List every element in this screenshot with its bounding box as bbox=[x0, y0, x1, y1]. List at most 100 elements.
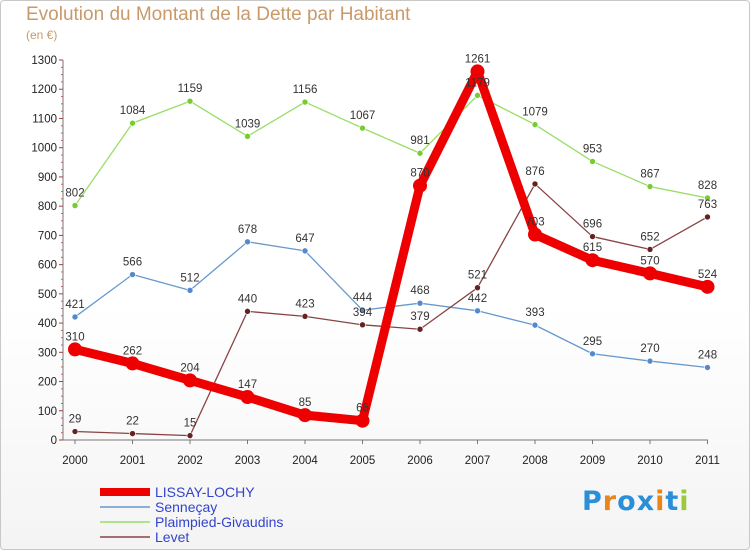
data-point bbox=[244, 238, 251, 246]
data-point bbox=[531, 121, 539, 128]
data-label: 981 bbox=[410, 135, 429, 147]
data-label: 270 bbox=[640, 343, 659, 355]
data-label: 1084 bbox=[120, 105, 146, 117]
data-point bbox=[474, 92, 481, 99]
data-point bbox=[301, 98, 309, 106]
data-label: 147 bbox=[238, 379, 257, 391]
data-label: 678 bbox=[238, 224, 257, 236]
y-tick-label: 300 bbox=[38, 347, 57, 359]
x-tick-label: 2002 bbox=[177, 455, 203, 467]
data-label: 393 bbox=[525, 307, 544, 319]
data-point bbox=[71, 313, 79, 321]
data-label: 1156 bbox=[293, 84, 318, 96]
data-label: 29 bbox=[69, 414, 82, 426]
data-label: 1261 bbox=[465, 53, 491, 65]
data-point bbox=[68, 342, 82, 357]
data-point bbox=[301, 313, 309, 320]
data-label: 570 bbox=[640, 255, 659, 267]
series-line bbox=[74, 94, 709, 207]
x-tick-label: 2009 bbox=[580, 455, 606, 467]
data-point bbox=[646, 183, 654, 190]
data-point bbox=[704, 194, 711, 202]
y-tick-label: 600 bbox=[38, 260, 57, 272]
data-label: 423 bbox=[295, 298, 314, 310]
data-label: 763 bbox=[698, 199, 717, 211]
data-label: 652 bbox=[640, 231, 659, 243]
data-label: 512 bbox=[180, 272, 199, 284]
data-point bbox=[528, 227, 542, 242]
data-point bbox=[474, 284, 481, 292]
data-point bbox=[359, 124, 366, 132]
data-label: 828 bbox=[698, 180, 717, 192]
data-point bbox=[244, 132, 251, 140]
legend-label: LISSAY-LOCHY bbox=[155, 484, 255, 500]
y-tick-label: 200 bbox=[38, 377, 57, 389]
data-point bbox=[589, 233, 596, 240]
data-label: 66 bbox=[356, 403, 369, 415]
data-point bbox=[125, 356, 140, 371]
data-point bbox=[71, 202, 79, 209]
y-tick-label: 900 bbox=[38, 172, 57, 184]
x-tick-label: 2008 bbox=[522, 455, 548, 467]
data-point bbox=[474, 307, 481, 315]
x-tick-label: 2000 bbox=[62, 455, 88, 467]
data-label: 379 bbox=[410, 311, 429, 323]
logo-letter: i bbox=[679, 486, 690, 517]
data-point bbox=[643, 266, 657, 281]
y-tick-label: 800 bbox=[38, 201, 57, 213]
legend-label: Senneçay bbox=[155, 499, 217, 515]
x-tick-label: 2011 bbox=[695, 455, 720, 467]
logo-letter: x bbox=[636, 486, 656, 517]
data-point bbox=[646, 357, 654, 365]
data-label: 248 bbox=[698, 350, 717, 362]
data-point bbox=[301, 247, 309, 255]
data-label: 566 bbox=[123, 257, 142, 269]
data-label: 295 bbox=[583, 336, 602, 348]
y-tick-label: 700 bbox=[38, 230, 57, 242]
data-label: 1159 bbox=[178, 83, 203, 95]
data-label: 953 bbox=[583, 143, 602, 155]
x-tick-label: 2006 bbox=[407, 455, 433, 467]
logo-letter: i bbox=[655, 486, 666, 517]
data-label: 22 bbox=[126, 416, 139, 428]
series-line bbox=[70, 66, 712, 426]
data-point bbox=[470, 64, 485, 79]
data-label: 703 bbox=[525, 217, 544, 229]
data-label: 394 bbox=[353, 307, 373, 319]
x-tick-label: 2003 bbox=[235, 455, 261, 467]
data-point bbox=[531, 321, 539, 329]
data-point bbox=[704, 364, 711, 371]
logo-letter: P bbox=[582, 486, 603, 517]
data-point bbox=[186, 97, 194, 105]
legend-label: Plaimpied-Givaudins bbox=[155, 514, 283, 530]
logo-letter: r bbox=[602, 486, 618, 517]
data-label: 310 bbox=[65, 331, 84, 343]
data-label: 802 bbox=[65, 188, 84, 200]
data-label: 867 bbox=[640, 169, 659, 181]
y-tick-label: 0 bbox=[51, 435, 57, 447]
data-point bbox=[359, 321, 366, 329]
data-label: 647 bbox=[295, 233, 314, 245]
data-label: 262 bbox=[123, 345, 142, 357]
data-label: 870 bbox=[410, 168, 429, 180]
chart-title: Evolution du Montant de la Dette par Hab… bbox=[26, 4, 411, 25]
data-point bbox=[240, 390, 255, 405]
y-tick-label: 1000 bbox=[31, 143, 57, 155]
data-label: 15 bbox=[184, 418, 197, 430]
data-point bbox=[589, 158, 596, 165]
y-tick-label: 500 bbox=[38, 289, 57, 301]
data-label: 442 bbox=[468, 293, 487, 305]
data-point bbox=[298, 408, 312, 423]
data-label: 204 bbox=[180, 362, 200, 374]
logo-letter: o bbox=[617, 486, 637, 517]
data-label: 440 bbox=[238, 293, 257, 305]
y-tick-label: 1300 bbox=[31, 55, 57, 67]
data-label: 524 bbox=[698, 269, 718, 281]
y-tick-label: 400 bbox=[38, 318, 57, 330]
data-label: 1039 bbox=[235, 118, 261, 130]
data-label: 521 bbox=[468, 270, 487, 282]
data-point bbox=[244, 308, 251, 315]
data-label: 1079 bbox=[522, 107, 548, 119]
